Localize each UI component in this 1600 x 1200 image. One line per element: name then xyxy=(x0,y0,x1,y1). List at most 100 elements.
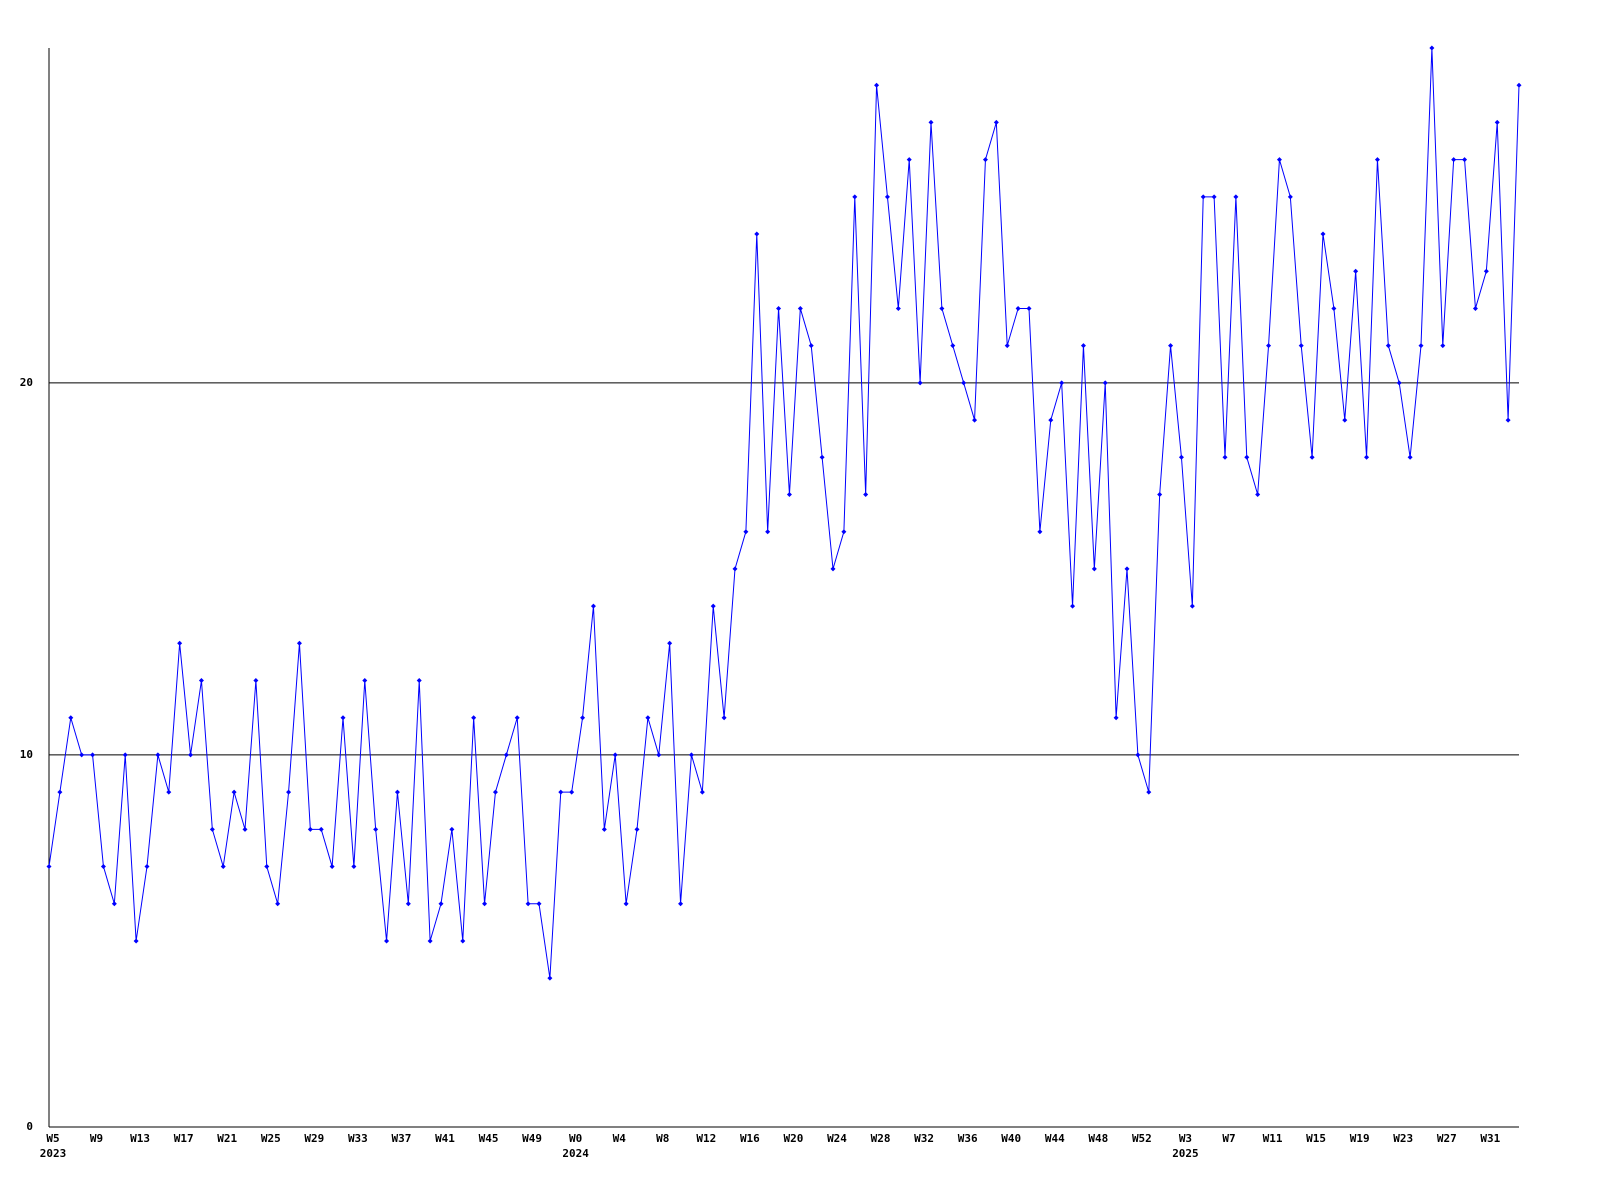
data-point xyxy=(362,678,368,684)
x-tick-label: W40 xyxy=(1001,1132,1021,1145)
data-point xyxy=(1353,268,1359,274)
x-tick-label: W32 xyxy=(914,1132,934,1145)
data-point xyxy=(754,231,760,237)
data-point xyxy=(874,82,880,88)
data-point xyxy=(688,752,694,758)
data-point xyxy=(1059,380,1065,386)
data-point xyxy=(384,938,390,944)
x-tick-label: W28 xyxy=(871,1132,891,1145)
data-point xyxy=(993,119,999,125)
data-point xyxy=(1364,454,1370,460)
x-tick-label: W0 xyxy=(569,1132,582,1145)
x-tick-label: W7 xyxy=(1222,1132,1235,1145)
data-point xyxy=(612,752,618,758)
data-point xyxy=(536,901,542,907)
data-point xyxy=(939,305,945,311)
data-point xyxy=(1255,491,1261,497)
x-tick-label: W4 xyxy=(613,1132,627,1145)
data-point xyxy=(46,864,52,870)
data-point xyxy=(122,752,128,758)
data-point xyxy=(198,678,204,684)
data-point xyxy=(1385,343,1391,349)
x-tick-label: W45 xyxy=(479,1132,499,1145)
data-point xyxy=(558,789,564,795)
data-point xyxy=(547,975,553,981)
data-point xyxy=(1342,417,1348,423)
data-point xyxy=(1407,454,1413,460)
data-point xyxy=(1320,231,1326,237)
data-point xyxy=(1462,157,1468,163)
data-point xyxy=(852,194,858,200)
data-point xyxy=(1015,305,1021,311)
x-tick-label: W49 xyxy=(522,1132,542,1145)
x-tick-label: W25 xyxy=(261,1132,281,1145)
data-point xyxy=(57,789,63,795)
data-point xyxy=(1266,343,1272,349)
data-point xyxy=(1298,343,1304,349)
data-point xyxy=(1483,268,1489,274)
data-point xyxy=(1516,82,1522,88)
data-point xyxy=(580,715,586,721)
data-point xyxy=(1429,45,1435,51)
data-point xyxy=(1026,305,1032,311)
data-point xyxy=(166,789,172,795)
x-tick-label: W24 xyxy=(827,1132,847,1145)
data-point xyxy=(590,603,596,609)
data-point xyxy=(503,752,509,758)
data-point xyxy=(1124,566,1130,572)
data-point xyxy=(601,826,607,832)
data-point xyxy=(721,715,727,721)
x-tick-label: W23 xyxy=(1393,1132,1413,1145)
data-point xyxy=(884,194,890,200)
data-point xyxy=(1091,566,1097,572)
data-point xyxy=(895,305,901,311)
x-tick-label: W20 xyxy=(784,1132,804,1145)
data-point xyxy=(667,640,673,646)
x-tick-label: W3 xyxy=(1179,1132,1192,1145)
data-point xyxy=(373,826,379,832)
x-tick-label: W31 xyxy=(1480,1132,1500,1145)
data-point xyxy=(1244,454,1250,460)
data-point xyxy=(1070,603,1076,609)
y-tick-label: 0 xyxy=(26,1120,33,1133)
data-point xyxy=(1472,305,1478,311)
data-point xyxy=(656,752,662,758)
data-point xyxy=(416,678,422,684)
data-point xyxy=(449,826,455,832)
x-tick-label: W12 xyxy=(696,1132,716,1145)
data-point xyxy=(982,157,988,163)
data-point xyxy=(1168,343,1174,349)
data-point xyxy=(699,789,705,795)
data-point xyxy=(68,715,74,721)
data-point xyxy=(1189,603,1195,609)
x-tick-label: W29 xyxy=(304,1132,324,1145)
x-tick-label: W48 xyxy=(1088,1132,1108,1145)
data-point xyxy=(90,752,96,758)
data-point xyxy=(634,826,640,832)
y-tick-label: 10 xyxy=(20,748,33,761)
data-point xyxy=(1396,380,1402,386)
data-point xyxy=(242,826,248,832)
data-point xyxy=(830,566,836,572)
x-tick-label: W52 xyxy=(1132,1132,1152,1145)
data-point xyxy=(863,491,869,497)
data-point xyxy=(1157,491,1163,497)
data-point xyxy=(340,715,346,721)
data-point xyxy=(819,454,825,460)
data-point xyxy=(1200,194,1206,200)
data-point xyxy=(525,901,531,907)
data-point xyxy=(351,864,357,870)
data-point xyxy=(405,901,411,907)
data-point xyxy=(1222,454,1228,460)
data-point xyxy=(286,789,292,795)
data-point xyxy=(1309,454,1315,460)
data-point xyxy=(569,789,575,795)
data-point xyxy=(797,305,803,311)
data-point xyxy=(1494,119,1500,125)
data-point xyxy=(275,901,281,907)
data-point xyxy=(710,603,716,609)
data-point xyxy=(307,826,313,832)
data-point xyxy=(623,901,629,907)
data-point xyxy=(188,752,194,758)
data-point xyxy=(1440,343,1446,349)
